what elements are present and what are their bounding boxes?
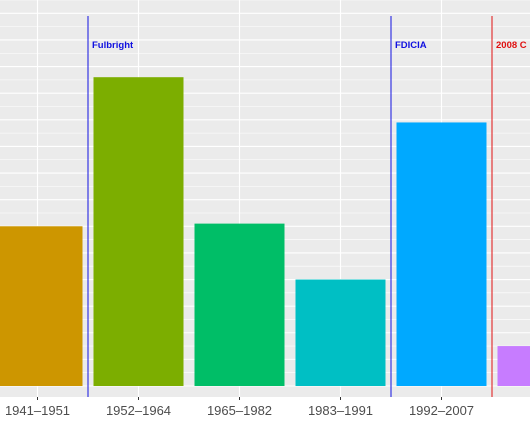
bar: [295, 279, 386, 386]
bar: [0, 226, 83, 386]
x-tick-label: 1941–1951: [5, 403, 70, 418]
bar: [497, 346, 530, 386]
annotation-label-fdicia: FDICIA: [395, 40, 427, 51]
x-tick-label: 1983–1991: [308, 403, 373, 418]
annotation-label-fulbright: Fulbright: [92, 40, 134, 51]
bars: [0, 77, 530, 386]
x-tick-label: 1965–1982: [207, 403, 272, 418]
annotation-label-2008: 2008 C: [496, 40, 527, 51]
bar: [396, 122, 487, 386]
annotation-labels: Fulbright FDICIA 2008 C: [92, 40, 527, 51]
x-tick-label: 1992–2007: [409, 403, 474, 418]
bar: [93, 77, 184, 386]
x-tick-label: 1952–1964: [106, 403, 171, 418]
x-axis: 1941–1951 1952–1964 1965–1982 1983–1991 …: [5, 397, 474, 418]
bar: [194, 223, 285, 386]
annotation-lines: [87, 16, 493, 397]
